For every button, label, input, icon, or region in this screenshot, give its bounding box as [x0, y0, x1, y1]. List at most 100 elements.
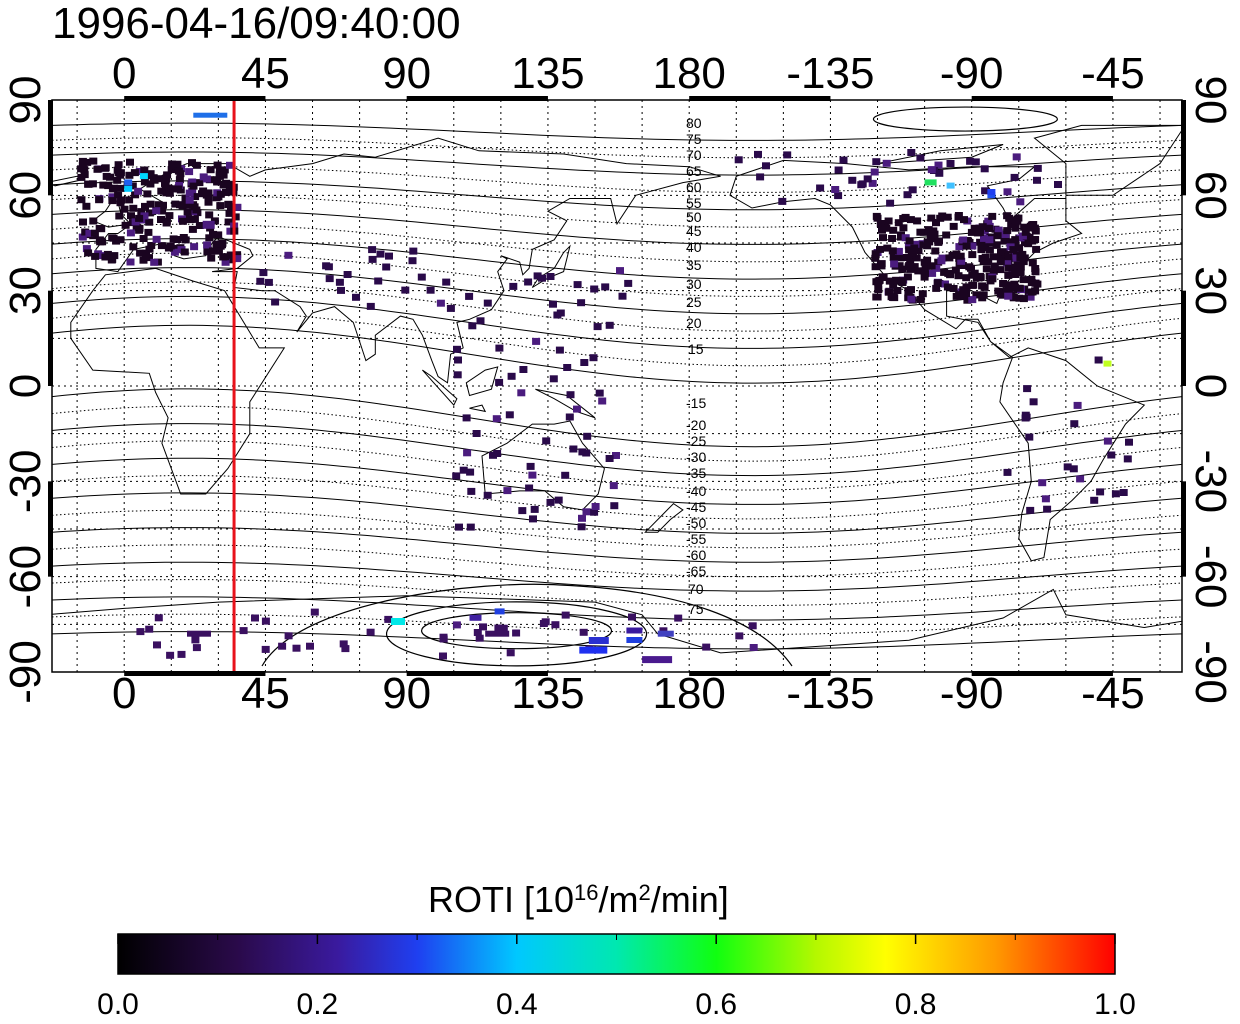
- roti-pixel: [203, 241, 212, 249]
- mlat-label: 75: [686, 131, 702, 147]
- roti-pixel: [1073, 401, 1082, 409]
- roti-pixel: [546, 498, 555, 506]
- right-latitude-ticks: 90 60 30 0 -30 -60 -90: [1186, 76, 1235, 704]
- mlat-label: -45: [686, 499, 706, 515]
- roti-pixel: [605, 321, 614, 329]
- lon-tick-label: 135: [511, 49, 584, 98]
- roti-pixel: [988, 212, 997, 220]
- roti-pixel: [538, 274, 546, 282]
- roti-pixel: [417, 273, 426, 281]
- colorbar-tick-label: 0.2: [297, 988, 339, 1021]
- colorbar-ticks: 0.0 0.2 0.4 0.6 0.8 1.0: [97, 934, 1136, 1021]
- roti-pixel: [472, 430, 481, 437]
- roti-pixel: [1003, 259, 1012, 267]
- roti-pixel: [871, 263, 880, 271]
- roti-pixel: [987, 192, 996, 199]
- mlat-contour: [52, 613, 1182, 635]
- roti-pixel: [84, 249, 93, 257]
- roti-pixel: [185, 189, 194, 197]
- roti-pixel: [1025, 433, 1034, 441]
- roti-pixel: [946, 160, 955, 167]
- roti-pixel: [84, 180, 93, 188]
- roti-pixel: [178, 217, 187, 225]
- roti-pixel: [994, 226, 1003, 234]
- roti-pixel: [204, 195, 213, 203]
- roti-pixel: [926, 232, 935, 240]
- roti-pixel: [554, 496, 563, 504]
- roti-pixel: [872, 212, 881, 220]
- mlat-label: 70: [688, 581, 704, 597]
- roti-pixel: [848, 176, 857, 184]
- roti-pixel: [944, 269, 953, 277]
- roti-pixel: [226, 251, 235, 259]
- roti-pixel: [217, 240, 226, 248]
- roti-pixel: [1004, 271, 1013, 279]
- roti-pixel: [748, 622, 757, 630]
- roti-pixel: [149, 174, 158, 182]
- roti-pixel: [95, 225, 104, 232]
- roti-pixel: [1094, 356, 1103, 364]
- roti-pixel: [374, 277, 383, 285]
- lon-tick-label: -135: [786, 49, 874, 98]
- roti-pixel: [78, 157, 87, 165]
- lat-tick-label: 90: [1, 76, 50, 125]
- roti-pixel: [756, 173, 765, 181]
- roti-pixel: [1000, 236, 1009, 244]
- lon-tick-label: 90: [382, 49, 431, 98]
- roti-pixel: [958, 262, 967, 269]
- roti-pixel: [108, 185, 117, 193]
- roti-pixel: [916, 154, 925, 162]
- mlat-label: -30: [686, 449, 706, 465]
- roti-pixel: [1041, 495, 1050, 503]
- roti-pixel: [225, 209, 234, 217]
- roti-pixel: [108, 234, 117, 242]
- roti-pixel: [885, 277, 894, 285]
- coastline-path: [465, 366, 499, 397]
- roti-pixel: [124, 185, 133, 192]
- roti-pixel: [101, 253, 110, 261]
- roti-pixel: [158, 207, 167, 215]
- roti-pixel: [89, 157, 98, 165]
- frame-bar: [48, 100, 53, 196]
- roti-pixel: [173, 160, 182, 168]
- roti-pixel: [1003, 468, 1012, 476]
- roti-pixel: [882, 159, 891, 167]
- roti-pixel: [204, 198, 213, 206]
- roti-pixel: [899, 224, 908, 232]
- roti-pixel: [233, 255, 242, 263]
- roti-pixel: [942, 231, 951, 239]
- left-latitude-ticks: 90 60 30 0 -30 -60 -90: [1, 76, 50, 704]
- roti-pixel: [168, 160, 177, 168]
- roti-pixel: [492, 415, 501, 423]
- roti-pixel: [473, 629, 482, 636]
- frame-bar: [1181, 481, 1186, 577]
- roti-pixel: [157, 216, 165, 223]
- roti-pixel: [1096, 488, 1105, 496]
- roti-pixel: [251, 614, 259, 622]
- roti-pixel: [214, 247, 223, 255]
- roti-pixel: [984, 217, 993, 225]
- lat-tick-label: 60: [1186, 171, 1235, 220]
- roti-pixel: [1014, 214, 1023, 222]
- roti-pixel: [101, 164, 110, 172]
- roti-pixel: [519, 366, 528, 373]
- roti-pixel: [479, 623, 487, 631]
- roti-pixel: [82, 202, 91, 210]
- lat-tick-label: -60: [1186, 545, 1235, 609]
- roti-pixel: [202, 175, 211, 183]
- roti-pixel: [996, 258, 1005, 266]
- colorbar-tick-label: 1.0: [1094, 988, 1136, 1021]
- roti-pixel: [1027, 221, 1036, 229]
- mlat-label: 15: [688, 341, 704, 357]
- roti-pixel: [1005, 264, 1013, 272]
- roti-pixel: [384, 615, 393, 623]
- roti-pixel: [476, 317, 485, 325]
- roti-pixel: [195, 179, 204, 187]
- roti-pixel: [518, 507, 527, 515]
- roti-pixel: [578, 448, 587, 456]
- roti-pixel: [1011, 271, 1020, 278]
- roti-pixel: [863, 175, 872, 183]
- mlat-contour: [52, 440, 1182, 491]
- roti-pixel: [601, 283, 610, 291]
